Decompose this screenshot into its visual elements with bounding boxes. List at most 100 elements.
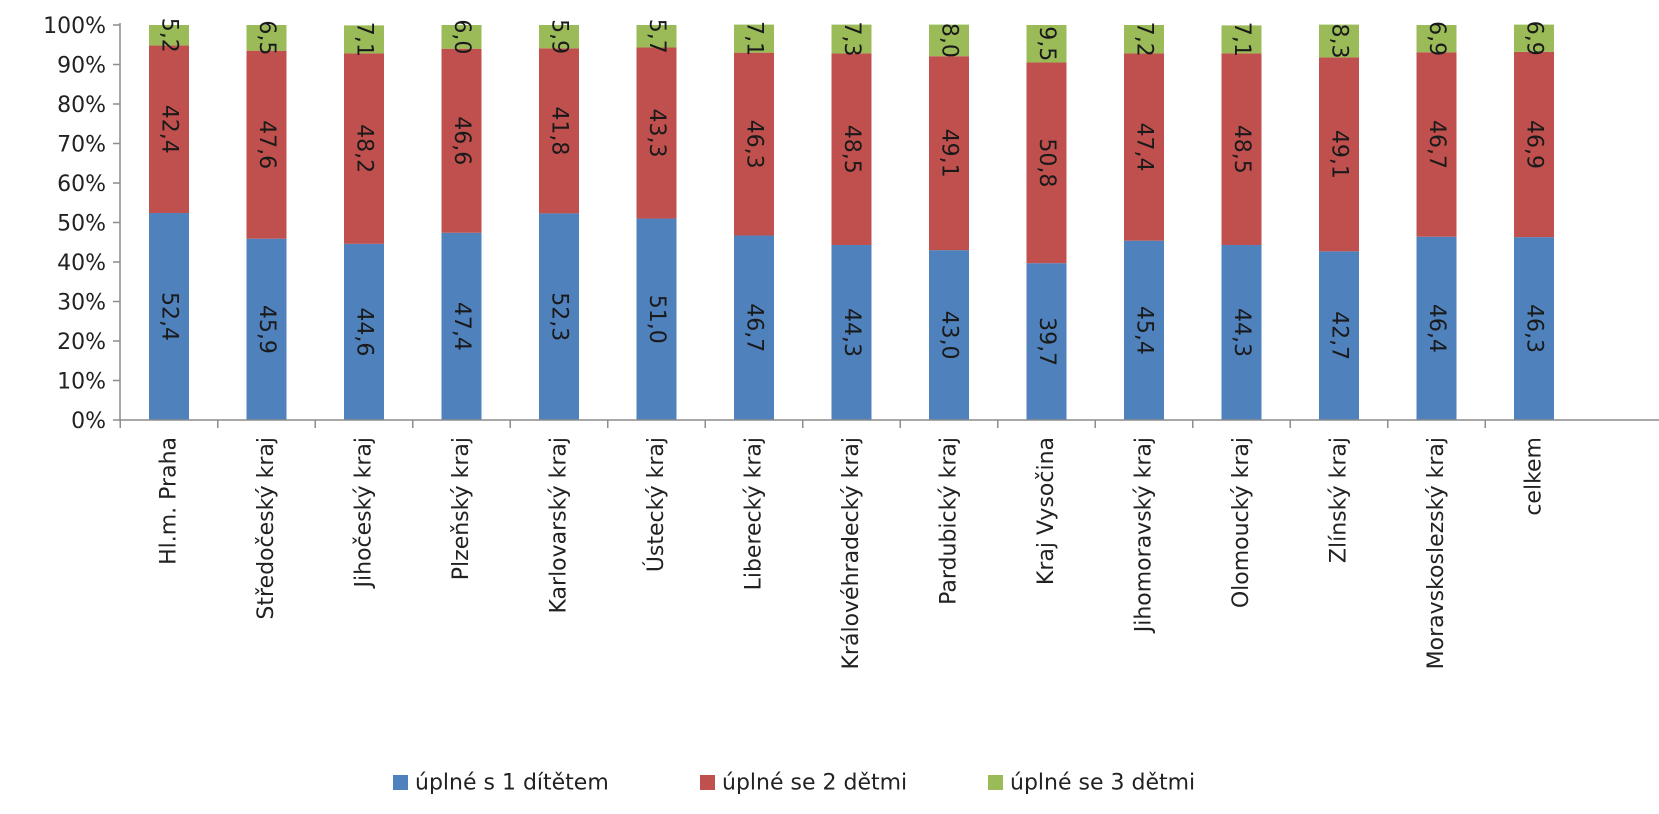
data-label: 47,4	[1132, 123, 1157, 172]
data-label: 46,4	[1424, 304, 1449, 353]
data-label: 49,1	[937, 129, 962, 178]
data-label: 47,6	[254, 120, 279, 169]
legend-label: úplné s 1 dítětem	[415, 771, 609, 796]
data-label: 49,1	[1327, 130, 1352, 179]
data-label: 5,2	[157, 18, 182, 53]
data-label: 44,3	[1229, 308, 1254, 357]
bar-segment-series-2	[929, 56, 969, 251]
data-label: 48,5	[1229, 125, 1254, 174]
data-label: 52,3	[547, 292, 572, 341]
y-tick-label: 90%	[57, 54, 106, 79]
bar-segment-series-3	[636, 25, 677, 48]
data-label: 45,4	[1132, 306, 1157, 355]
data-label: 46,6	[449, 116, 474, 165]
data-label: 42,7	[1327, 311, 1352, 360]
category-label: celkem	[1522, 437, 1547, 516]
category-label: Zlínský kraj	[1327, 437, 1352, 563]
data-label: 51,0	[644, 295, 669, 344]
bar-segment-series-1	[1124, 240, 1164, 420]
data-label: 41,8	[547, 106, 572, 155]
data-label: 6,0	[449, 19, 474, 54]
data-label: 7,1	[1229, 22, 1254, 57]
bar-segment-series-3	[441, 25, 482, 49]
legend-swatch	[393, 775, 408, 790]
category-label: Jihomoravský kraj	[1132, 437, 1157, 634]
category-label: Liberecký kraj	[742, 437, 767, 590]
bar-segment-series-3	[1416, 25, 1457, 53]
y-tick-label: 70%	[57, 133, 106, 158]
category-label: Karlovarský kraj	[547, 437, 572, 614]
bar-segment-series-3	[1514, 24, 1554, 52]
data-label: 47,4	[449, 302, 474, 351]
bar-segment-series-3	[246, 25, 287, 51]
bar-segment-series-1	[1319, 251, 1359, 420]
data-label: 42,4	[157, 105, 182, 154]
y-tick-label: 80%	[57, 93, 106, 118]
data-label: 46,3	[742, 120, 767, 169]
data-label: 8,3	[1327, 23, 1352, 58]
category-label: Olomoucký kraj	[1229, 437, 1254, 608]
data-label: 50,8	[1034, 138, 1059, 187]
data-label: 46,7	[1424, 120, 1449, 169]
category-label: Pardubický kraj	[937, 437, 962, 605]
bar-segment-series-3	[929, 24, 969, 57]
bar-segment-series-3	[149, 25, 189, 46]
data-label: 52,4	[157, 292, 182, 341]
data-label: 48,2	[352, 124, 377, 173]
category-label: Kraj Vysočina	[1034, 437, 1059, 585]
data-label: 5,7	[644, 19, 669, 54]
category-label: Ústecký kraj	[643, 437, 669, 572]
bar-segment-series-2	[1514, 51, 1554, 238]
category-label: Jihočeský kraj	[352, 437, 377, 589]
bar-segment-series-3	[1124, 25, 1164, 54]
bar-segment-series-3	[539, 25, 579, 49]
x-axis: Hl.m. Praha Středočeský kraj Jihočeský kra…	[119, 419, 1659, 670]
data-label: 7,1	[742, 21, 767, 56]
data-label: 44,6	[352, 307, 377, 356]
y-axis: 0% 10% 20% 30% 40% 50% 60% 70% 80% 90% 100%	[43, 14, 121, 434]
bar-segment-series-1	[344, 243, 384, 420]
data-label: 7,3	[839, 22, 864, 57]
bar-segment-series-1	[636, 218, 677, 420]
data-label: 46,3	[1522, 304, 1547, 353]
data-label: 44,3	[839, 308, 864, 357]
bar-segment-series-3	[1319, 24, 1359, 58]
bar-segment-series-1	[734, 235, 774, 420]
legend-label: úplné se 2 dětmi	[722, 771, 907, 796]
bar-segment-series-2	[246, 50, 287, 239]
data-label: 45,9	[254, 305, 279, 354]
bar-segment-series-2	[539, 48, 579, 214]
data-label: 43,0	[937, 311, 962, 360]
bar-segment-series-1	[929, 250, 969, 420]
bar-segment-series-1	[1514, 237, 1554, 420]
bar-segment-series-1	[1221, 245, 1262, 420]
data-label: 46,7	[742, 303, 767, 352]
legend-swatch	[988, 775, 1003, 790]
bar-segment-series-2	[1319, 57, 1359, 252]
bar-segment-series-2	[1124, 53, 1164, 241]
data-label: 46,9	[1522, 120, 1547, 169]
category-label: Moravskoslezský kraj	[1424, 437, 1449, 669]
data-label: 7,2	[1132, 22, 1157, 57]
y-tick-label: 30%	[57, 291, 106, 316]
bar-segment-series-2	[1416, 52, 1457, 237]
bars-group: 52,4 42,4 5,2 45,9 47,6 6,5 44,6 48,2 7,1 47,4 46,…	[149, 18, 1554, 420]
bar-segment-series-3	[831, 24, 872, 54]
y-tick-label: 100%	[43, 14, 106, 39]
data-label: 6,9	[1522, 21, 1547, 56]
bar-segment-series-2	[831, 53, 872, 246]
y-tick-label: 20%	[57, 330, 106, 355]
bar-segment-series-2	[344, 53, 384, 244]
legend-swatch	[700, 775, 715, 790]
bar-segment-series-2	[149, 45, 189, 214]
bar-segment-series-2	[441, 48, 482, 233]
bar-segment-series-1	[149, 213, 189, 420]
data-label: 9,5	[1034, 26, 1059, 61]
data-label: 6,9	[1424, 21, 1449, 56]
data-label: 48,5	[839, 125, 864, 174]
bar-segment-series-3	[344, 25, 384, 54]
bar-segment-series-2	[1221, 53, 1262, 246]
legend-label: úplné se 3 dětmi	[1010, 771, 1195, 796]
bar-segment-series-1	[441, 232, 482, 420]
legend: úplné s 1 dítětem úplné se 2 dětmi úplné s…	[393, 771, 1195, 796]
